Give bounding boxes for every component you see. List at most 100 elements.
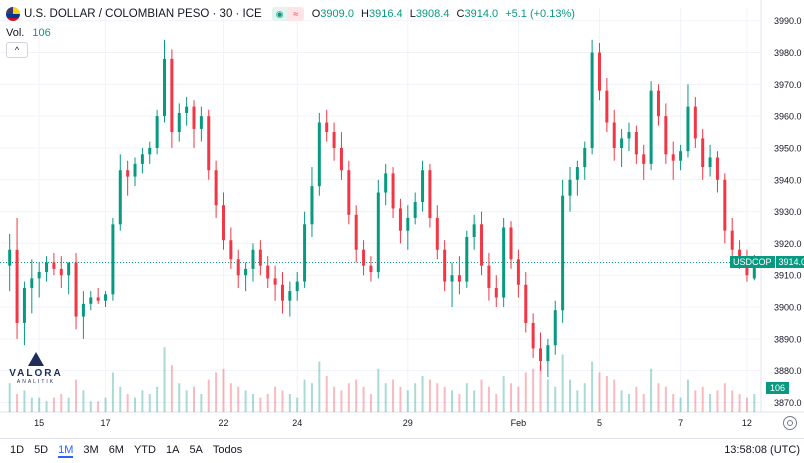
volume-bar <box>141 390 144 412</box>
range-button-5d[interactable]: 5D <box>34 444 49 456</box>
candle-body <box>642 154 646 164</box>
candle-body <box>185 106 189 113</box>
candle-body <box>679 151 683 161</box>
candle-body <box>531 322 535 349</box>
volume-bar <box>303 379 306 412</box>
chart-settings-icon[interactable] <box>783 416 797 430</box>
range-button-5a[interactable]: 5A <box>189 444 203 456</box>
candle-body <box>310 186 314 225</box>
symbol-header: U.S. DOLLAR / COLOMBIAN PESO · 30 · ICE … <box>6 5 579 23</box>
range-button-1d[interactable]: 1D <box>10 444 25 456</box>
volume-bar <box>753 394 756 412</box>
x-tick-label: 17 <box>101 418 111 428</box>
candle-body <box>339 147 343 171</box>
volume-bar <box>325 376 328 412</box>
range-button-3m[interactable]: 3M <box>83 444 99 456</box>
candle-body <box>561 195 565 311</box>
candle-body <box>177 112 181 133</box>
candle-body <box>398 208 402 231</box>
bottom-toolbar: 1D 5D 1M 3M 6M YTD 1A 5A Todos 13:58:08 (UTC) <box>0 438 804 463</box>
high-value: 3916.4 <box>368 8 403 20</box>
candle-body <box>450 275 454 282</box>
candle-body <box>376 192 380 273</box>
volume-bar <box>738 394 741 412</box>
range-button-1a[interactable]: 1A <box>165 444 180 456</box>
volume-bar <box>428 379 431 412</box>
volume-bar <box>207 379 210 412</box>
candle-body <box>354 214 358 250</box>
candle-body <box>332 132 336 148</box>
low-value: 3908.4 <box>415 8 450 20</box>
range-button-6m[interactable]: 6M <box>108 444 124 456</box>
y-tick-label: 3960.0 <box>774 112 802 122</box>
logo-text: VALORA <box>9 368 63 379</box>
candle-body <box>686 106 690 152</box>
candle-body <box>406 217 410 231</box>
volume-bar <box>30 397 33 412</box>
collapse-legend-button[interactable]: ^ <box>6 42 28 58</box>
volume-bar <box>60 394 63 412</box>
volume-bar <box>222 368 225 412</box>
volume-bar <box>347 383 350 412</box>
volume-bar <box>451 390 454 412</box>
candle-body <box>155 116 159 148</box>
candle-body <box>67 262 71 276</box>
price-tag-value: 3914.0 <box>775 256 804 268</box>
x-tick-label: Feb <box>511 418 527 428</box>
price-chart[interactable]: 3870.0 3880.0 3890.0 3900.0 3910.0 3920.0 3930… <box>0 0 804 438</box>
volume-bar <box>539 365 542 412</box>
candle-body <box>627 132 631 139</box>
volume-bar <box>605 376 608 412</box>
candle-body <box>384 173 388 193</box>
range-button-todos[interactable]: Todos <box>212 444 243 456</box>
candle-body <box>362 249 366 266</box>
market-status-pill[interactable]: ◉ ≈ <box>271 7 304 21</box>
volume-bar <box>148 394 151 412</box>
volume-bar <box>104 397 107 412</box>
volume-bar <box>266 394 269 412</box>
candle-body <box>221 205 225 241</box>
volume-bar <box>701 386 704 412</box>
candle-body <box>649 90 653 164</box>
volume-bar <box>215 372 218 412</box>
candle-body <box>715 157 719 180</box>
candle-body <box>693 106 697 139</box>
volume-bar <box>723 383 726 412</box>
candle-body <box>288 291 292 301</box>
volume-bar <box>650 368 653 412</box>
volume-bar <box>340 390 343 412</box>
volume-bar <box>510 383 513 412</box>
volume-bar <box>89 401 92 412</box>
volume-bar <box>185 390 188 412</box>
symbol-title[interactable]: U.S. DOLLAR / COLOMBIAN PESO · 30 · ICE <box>24 8 262 20</box>
candle-body <box>347 170 351 215</box>
volume-bar <box>716 390 719 412</box>
valora-logo: VALORA ANALITIK <box>6 352 66 386</box>
volume-bar <box>495 394 498 412</box>
volume-bar <box>745 397 748 412</box>
utc-clock[interactable]: 13:58:08 (UTC) <box>724 444 800 456</box>
volume-bar <box>465 383 468 412</box>
candle-body <box>133 163 137 177</box>
range-button-1m[interactable]: 1M <box>58 444 74 458</box>
volume-bar <box>126 394 129 412</box>
volume-bar <box>193 386 195 412</box>
candle-body <box>494 287 498 298</box>
candle-body <box>723 179 727 231</box>
candle-body <box>303 224 307 282</box>
candle-body <box>8 249 12 266</box>
volume-bar <box>369 394 372 412</box>
range-button-ytd[interactable]: YTD <box>133 444 156 456</box>
candle-body <box>74 262 78 317</box>
volume-bar <box>598 372 601 412</box>
candle-body <box>111 224 115 295</box>
volume-bar <box>561 354 564 412</box>
candle-body <box>480 224 484 266</box>
y-tick-label: 3940.0 <box>774 175 802 185</box>
y-tick-label: 3900.0 <box>774 303 802 313</box>
market-open-icon: ◉ <box>271 7 288 21</box>
x-tick-label: 7 <box>678 418 683 428</box>
candle-body <box>553 310 557 346</box>
volume-bar <box>672 394 675 412</box>
candle-body <box>273 278 277 285</box>
